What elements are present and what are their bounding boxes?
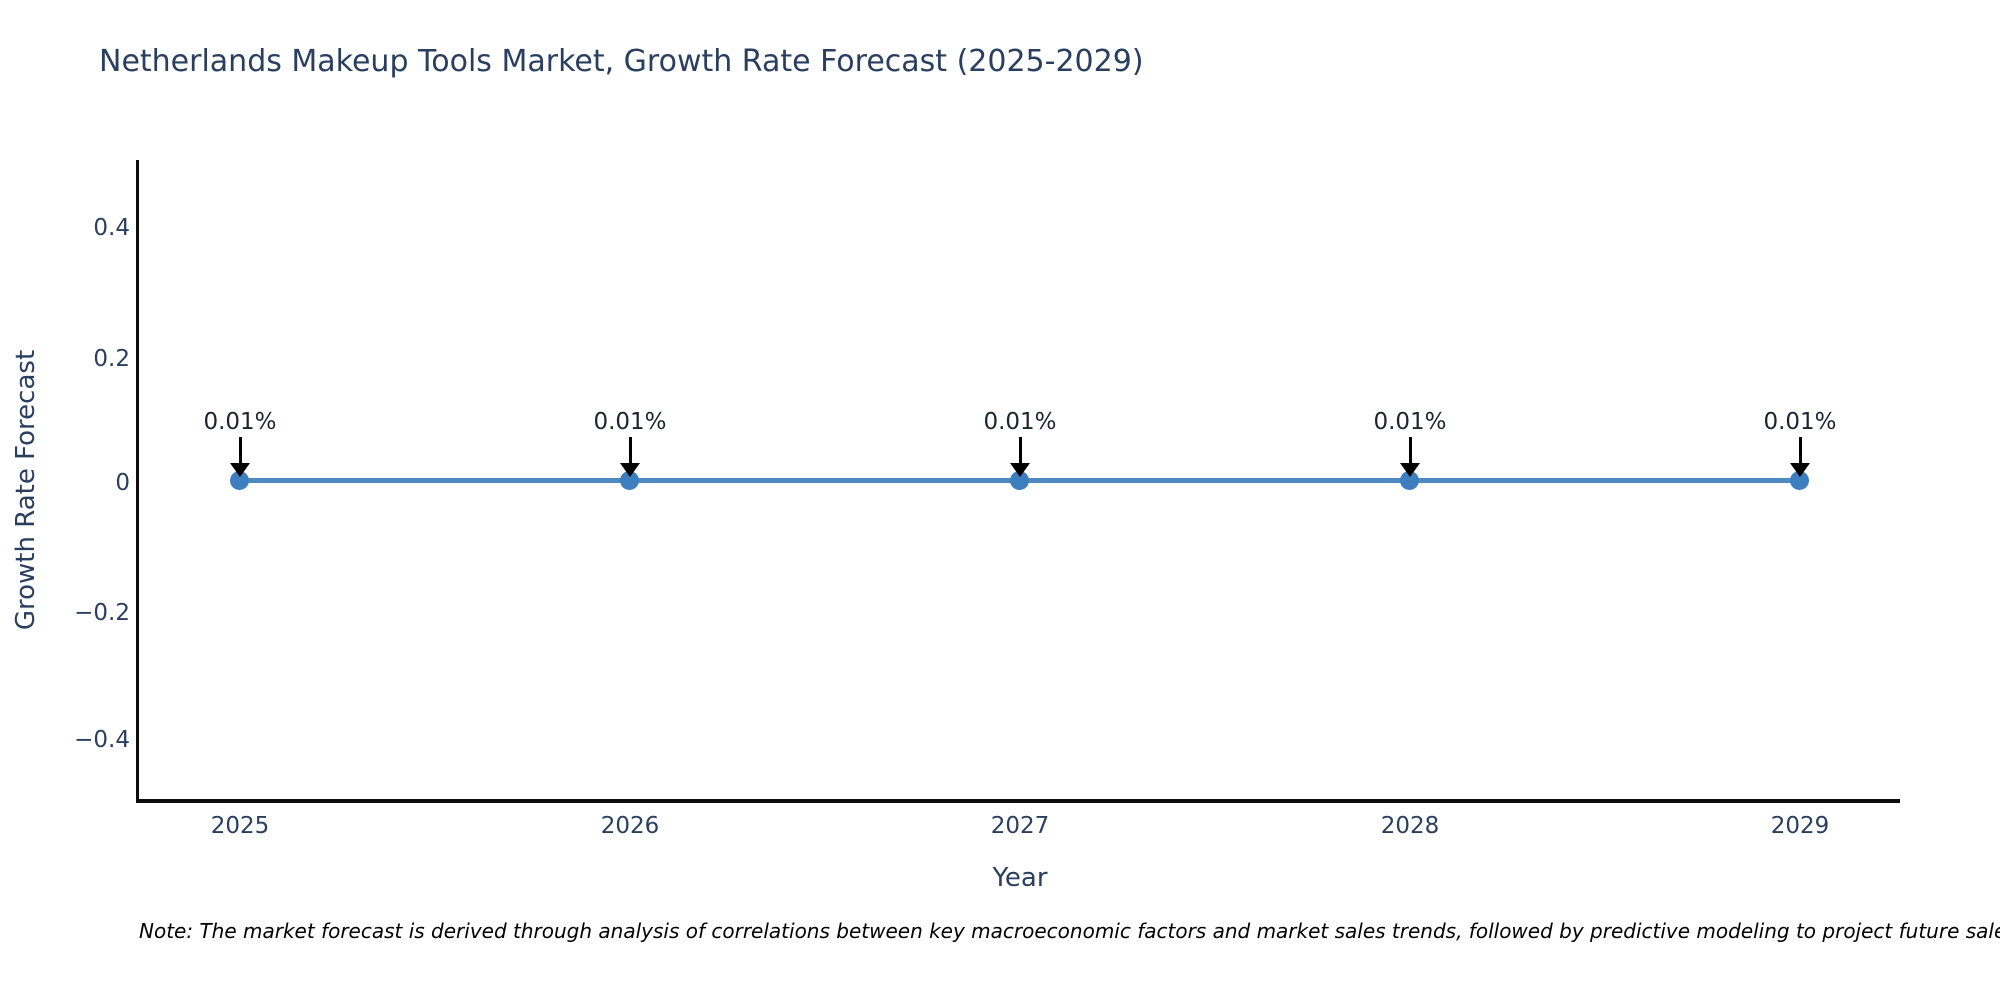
data-label: 0.01% [1763,409,1837,435]
annotation-arrow-shaft [1409,437,1412,465]
annotation-arrowhead-icon [1010,463,1030,477]
annotation-arrowhead-icon [1790,463,1810,477]
x-tick-label: 2028 [1380,813,1440,839]
x-tick-label: 2025 [210,813,270,839]
chart-title: Netherlands Makeup Tools Market, Growth … [99,44,1144,79]
data-label: 0.01% [593,409,667,435]
annotation-arrow-shaft [1799,437,1802,465]
y-tick-label: −0.2 [74,600,130,626]
annotation-arrowhead-icon [1400,463,1420,477]
y-tick-label: 0.2 [93,346,130,372]
annotation-arrowhead-icon [620,463,640,477]
x-axis-line [136,799,1900,803]
data-label: 0.01% [203,409,277,435]
y-axis-line [136,160,139,803]
x-tick-label: 2029 [1770,813,1830,839]
y-tick-label: −0.4 [74,727,130,753]
y-tick-label: 0 [115,470,130,496]
annotation-arrow-shaft [629,437,632,465]
annotation-arrow-shaft [239,437,242,465]
x-axis-title: Year [992,863,1048,893]
y-tick-label: 0.4 [93,215,130,241]
data-label: 0.01% [983,409,1057,435]
data-label: 0.01% [1373,409,1447,435]
x-tick-label: 2026 [600,813,660,839]
x-tick-label: 2027 [990,813,1050,839]
annotation-arrow-shaft [1019,437,1022,465]
footnote: Note: The market forecast is derived thr… [139,919,2000,943]
annotation-arrowhead-icon [230,463,250,477]
